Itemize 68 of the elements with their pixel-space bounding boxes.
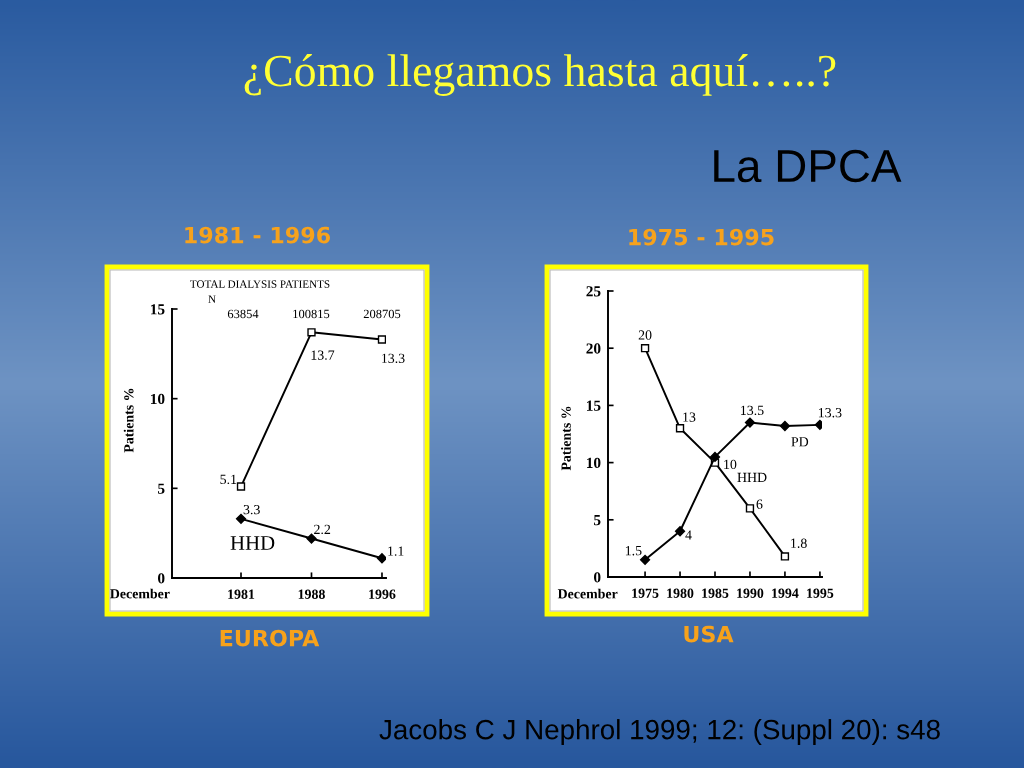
y-tick-label: 5	[158, 483, 165, 494]
data-label: 1.8	[791, 538, 807, 548]
point	[306, 533, 317, 544]
series-label: HHD	[230, 536, 275, 550]
point	[639, 554, 651, 565]
text: ¿Cómo llegamos hasta aquí…..?	[244, 54, 836, 96]
data-label: 13.3	[382, 353, 405, 364]
data-label: 5.1	[220, 474, 237, 485]
x-tick-label: 1990	[737, 588, 764, 598]
point	[674, 526, 686, 537]
x-axis-title: December	[557, 588, 618, 599]
data-label: 13.5	[741, 405, 764, 416]
x-axis-title: December	[110, 588, 170, 599]
x-tick-label: 1996	[369, 589, 396, 599]
point	[709, 451, 721, 462]
point	[307, 328, 316, 337]
y-tick-label: 10	[151, 393, 165, 405]
text: Jacobs C J Nephrol 1999; 12: (Suppl 20): s48	[379, 719, 940, 745]
point	[745, 504, 755, 513]
point	[376, 553, 386, 564]
point	[640, 344, 650, 353]
annotation: 100815	[293, 309, 330, 319]
y-tick-label: 15	[151, 304, 165, 315]
y-tick-label: 0	[594, 572, 601, 583]
text: N	[208, 295, 216, 303]
text: TOTAL DIALYSIS PATIENTS	[190, 280, 330, 288]
y-axis-title: Patients %	[561, 406, 571, 471]
annotation: 208705	[363, 309, 401, 319]
y-tick-label: 15	[587, 400, 601, 411]
x-tick-label: 1985	[702, 588, 729, 598]
data-label: 3.3	[243, 504, 260, 515]
text: La DPCA	[714, 149, 902, 183]
x-tick-label: 1988	[298, 589, 325, 599]
y-tick-label: 10	[587, 457, 601, 469]
data-label: 6	[756, 499, 763, 509]
text: EUROPA	[220, 629, 320, 647]
annotation: 63854	[227, 309, 259, 319]
data-label: 4	[685, 530, 692, 540]
x-tick-label: 1994	[772, 588, 799, 598]
point	[377, 335, 386, 344]
point	[744, 417, 756, 428]
chart-title: 1975 - 1995	[629, 228, 774, 246]
y-axis-title: Patients %	[123, 388, 134, 453]
text: USA	[684, 625, 734, 643]
data-label: 13.7	[311, 350, 335, 360]
y-tick-label: 25	[586, 286, 601, 297]
y-tick-label: 20	[586, 343, 601, 354]
data-label: 10	[724, 459, 737, 470]
data-label: 20	[638, 330, 652, 340]
x-tick-label: 1981	[228, 589, 255, 599]
series-label: HHD	[737, 472, 767, 482]
data-label: 13.3	[818, 407, 842, 418]
y-tick-label: 0	[158, 573, 165, 584]
point	[779, 420, 791, 432]
x-tick-label: 1995	[807, 588, 834, 598]
y-tick-label: 5	[594, 515, 601, 526]
data-label: 13	[683, 412, 696, 422]
point	[780, 552, 790, 561]
point	[236, 482, 246, 491]
data-label: 1.1	[388, 546, 404, 556]
point	[235, 513, 247, 524]
data-label: 1.5	[625, 546, 642, 556]
point	[675, 424, 685, 433]
x-tick-label: 1975	[632, 588, 659, 598]
chart-title: 1981 - 1996	[185, 226, 330, 244]
series-label: PD	[791, 437, 809, 447]
x-tick-label: 1980	[667, 588, 694, 598]
data-label: 2.2	[314, 524, 331, 535]
